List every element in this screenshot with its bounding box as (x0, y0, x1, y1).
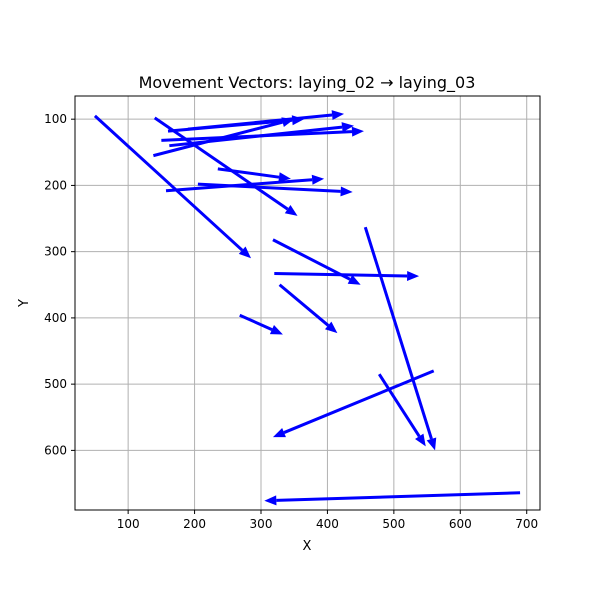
y-tick-label: 600 (44, 443, 67, 457)
movement-vector (169, 122, 354, 148)
vector-layer (93, 110, 521, 506)
vector-arrowhead (324, 321, 338, 334)
vector-arrowhead (331, 110, 345, 121)
grid-lines (75, 96, 540, 510)
plot-frame (74, 95, 541, 511)
y-tick-label: 200 (44, 178, 67, 192)
y-axis-label: Y (17, 299, 32, 308)
movement-vector (187, 110, 345, 131)
vector-arrowhead (269, 325, 283, 335)
vector-shaft (276, 491, 521, 502)
vector-shaft (187, 113, 333, 131)
vector-shaft (217, 167, 280, 179)
x-tick-label: 400 (316, 517, 339, 531)
vector-shaft (153, 116, 289, 211)
x-tick-label: 500 (382, 517, 405, 531)
vector-arrowhead (272, 427, 286, 438)
movement-vector (272, 369, 435, 438)
movement-vector (363, 226, 437, 451)
x-tick-label: 600 (449, 517, 472, 531)
vector-shaft (274, 272, 408, 278)
x-tick-label: 200 (183, 517, 206, 531)
movement-vector (278, 283, 338, 334)
movement-vector (239, 313, 283, 335)
vector-shaft (363, 226, 433, 440)
movement-vector (153, 116, 298, 216)
vector-shaft (272, 238, 351, 281)
vector-arrowhead (347, 274, 361, 285)
movement-vector (377, 373, 426, 447)
vector-shaft (169, 125, 343, 148)
vector-shaft (377, 373, 421, 438)
vector-arrowhead (284, 204, 298, 216)
x-tick-label: 700 (515, 517, 538, 531)
y-tick-label: 300 (44, 245, 67, 259)
movement-vector (217, 167, 291, 183)
movement-vector (272, 238, 361, 285)
movement-vector (264, 491, 521, 506)
vector-shaft (239, 313, 273, 331)
vector-arrowhead (415, 433, 426, 447)
vector-arrowhead (340, 186, 353, 197)
y-tick-label: 100 (44, 112, 67, 126)
x-tick-label: 300 (250, 517, 273, 531)
vector-arrowhead (351, 126, 364, 137)
vector-arrowhead (264, 495, 277, 506)
axis-ticks: 100 200 300 400 500 600 700 100 200 300 400 500 600 (44, 112, 538, 531)
movement-vector (93, 114, 252, 259)
vector-arrowhead (407, 270, 420, 281)
x-axis-label: X (303, 539, 312, 554)
y-tick-label: 500 (44, 377, 67, 391)
movement-vector (197, 182, 353, 197)
vector-shaft (283, 369, 435, 434)
vector-arrowhead (278, 172, 291, 183)
vector-shaft (278, 283, 330, 327)
x-tick-label: 100 (117, 517, 140, 531)
vector-arrowhead (238, 246, 252, 259)
chart-title: Movement Vectors: laying_02 → laying_03 (139, 73, 476, 93)
vector-arrowhead (341, 122, 354, 133)
vector-arrowhead (311, 174, 325, 185)
vector-shaft (93, 114, 244, 252)
movement-vector (274, 270, 420, 281)
vector-shaft (197, 182, 341, 193)
y-tick-label: 400 (44, 311, 67, 325)
vector-arrowhead (426, 437, 437, 451)
